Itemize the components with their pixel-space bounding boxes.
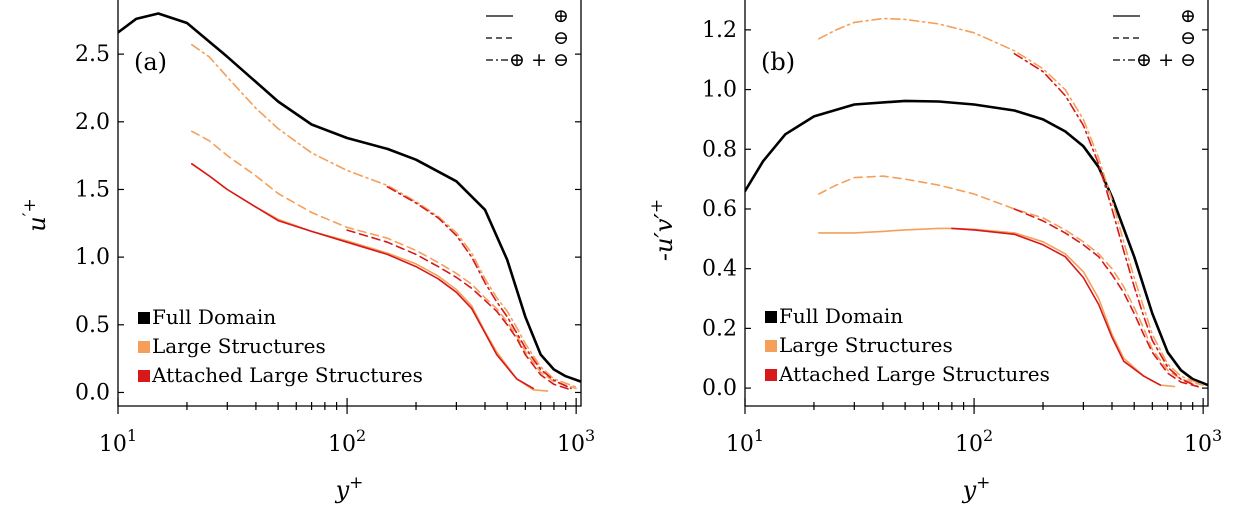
x-tick-label: 101 bbox=[99, 426, 137, 457]
axis-frame bbox=[117, 0, 582, 407]
style-legend-label: ⊖ bbox=[553, 27, 569, 49]
legend-swatch-large bbox=[765, 340, 777, 352]
series-line-full-solid bbox=[118, 12, 581, 383]
y-tick-label: 0.6 bbox=[702, 197, 737, 222]
panel-label: (a) bbox=[134, 48, 167, 76]
x-axis-label: y+ bbox=[335, 473, 364, 504]
series-group bbox=[745, 17, 1208, 388]
series-line-large-dashdot bbox=[818, 17, 1204, 386]
series-line-large-dashed bbox=[818, 175, 1204, 386]
legend-label: Attached Large Structures bbox=[151, 363, 423, 387]
y-tick-label: 0.0 bbox=[702, 376, 737, 401]
series-line-full-solid bbox=[745, 99, 1208, 387]
series-line-large-solid bbox=[818, 227, 1176, 388]
legend-swatch-large bbox=[138, 341, 150, 353]
y-axis-label: u′+ bbox=[20, 198, 51, 232]
legend-swatch-attached bbox=[765, 369, 777, 381]
axis-frame bbox=[744, 0, 1209, 407]
style-legend-label: ⊕ + ⊖ bbox=[1136, 49, 1196, 71]
series-line-large-dashed bbox=[191, 130, 577, 390]
chart-panel-b: 0.0 0.2 0.4 0.6 0.8 1.0 1.2 101 102 103 y+ -u′v′+ (b… bbox=[647, 0, 1222, 504]
y-tick-label: 2.0 bbox=[75, 110, 110, 135]
style-legend-label: ⊕ bbox=[1180, 5, 1196, 27]
legend-swatch-attached bbox=[138, 370, 150, 382]
x-tick-label: 103 bbox=[1184, 426, 1222, 457]
series-line-attached-dashed bbox=[1013, 208, 1199, 388]
series-line-attached-dashdot bbox=[1013, 52, 1199, 388]
x-axis-label: y+ bbox=[962, 473, 991, 504]
y-tick-label: 1.0 bbox=[702, 78, 737, 103]
y-tick-label: 1.2 bbox=[702, 18, 737, 43]
y-tick-label: 1.0 bbox=[75, 245, 110, 270]
legend-swatch-full bbox=[138, 312, 150, 324]
y-tick-label: 1.5 bbox=[75, 177, 110, 202]
series-line-attached-solid bbox=[951, 227, 1162, 386]
y-tick-label: 0.2 bbox=[702, 316, 737, 341]
y-tick-label: 2.5 bbox=[75, 42, 110, 67]
y-tick-label: 0.0 bbox=[75, 380, 110, 405]
legend-label: Large Structures bbox=[152, 334, 326, 358]
series-line-attached-solid bbox=[191, 163, 535, 390]
panel-label: (b) bbox=[761, 48, 795, 76]
y-tick-label: 0.5 bbox=[75, 313, 110, 338]
series-line-attached-dashdot bbox=[386, 186, 572, 390]
y-axis-label: -u′v′+ bbox=[647, 199, 678, 261]
style-legend-label: ⊕ + ⊖ bbox=[509, 49, 569, 71]
chart-panel-a: 0.0 0.5 1.0 1.5 2.0 2.5 101 102 103 y+ u′+ (a) Full … bbox=[20, 0, 595, 504]
y-tick-label: 0.4 bbox=[702, 257, 737, 282]
series-line-attached-dashed bbox=[346, 229, 572, 391]
x-tick-label: 102 bbox=[955, 426, 993, 457]
series-line-large-dashdot bbox=[191, 43, 577, 388]
series-group bbox=[118, 12, 581, 392]
legend-label: Full Domain bbox=[779, 304, 903, 328]
style-legend-label: ⊖ bbox=[1180, 27, 1196, 49]
x-tick-label: 103 bbox=[557, 426, 595, 457]
legend-label: Large Structures bbox=[779, 333, 953, 357]
x-tick-label: 101 bbox=[726, 426, 764, 457]
legend-swatch-full bbox=[765, 311, 777, 323]
y-tick-label: 0.8 bbox=[702, 137, 737, 162]
legend-label: Full Domain bbox=[152, 305, 276, 329]
legend-label: Attached Large Structures bbox=[778, 362, 1050, 386]
x-tick-label: 102 bbox=[328, 426, 366, 457]
style-legend-label: ⊕ bbox=[553, 5, 569, 27]
